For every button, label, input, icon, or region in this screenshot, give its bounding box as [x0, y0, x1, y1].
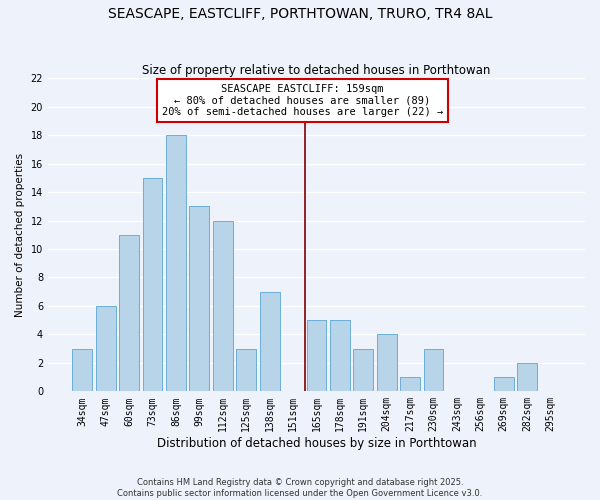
Bar	[190, 206, 209, 392]
Bar	[260, 292, 280, 392]
Bar	[307, 320, 326, 392]
Bar	[377, 334, 397, 392]
Text: SEASCAPE, EASTCLIFF, PORTHTOWAN, TRURO, TR4 8AL: SEASCAPE, EASTCLIFF, PORTHTOWAN, TRURO, …	[108, 8, 492, 22]
Bar	[143, 178, 163, 392]
Title: Size of property relative to detached houses in Porthtowan: Size of property relative to detached ho…	[142, 64, 491, 77]
Bar	[236, 348, 256, 392]
Bar	[517, 363, 537, 392]
X-axis label: Distribution of detached houses by size in Porthtowan: Distribution of detached houses by size …	[157, 437, 476, 450]
Bar	[119, 235, 139, 392]
Bar	[166, 135, 186, 392]
Bar	[424, 348, 443, 392]
Y-axis label: Number of detached properties: Number of detached properties	[15, 152, 25, 317]
Bar	[330, 320, 350, 392]
Bar	[213, 220, 233, 392]
Bar	[73, 348, 92, 392]
Bar	[353, 348, 373, 392]
Text: SEASCAPE EASTCLIFF: 159sqm
← 80% of detached houses are smaller (89)
20% of semi: SEASCAPE EASTCLIFF: 159sqm ← 80% of deta…	[162, 84, 443, 117]
Bar	[494, 377, 514, 392]
Bar	[96, 306, 116, 392]
Bar	[400, 377, 420, 392]
Text: Contains HM Land Registry data © Crown copyright and database right 2025.
Contai: Contains HM Land Registry data © Crown c…	[118, 478, 482, 498]
